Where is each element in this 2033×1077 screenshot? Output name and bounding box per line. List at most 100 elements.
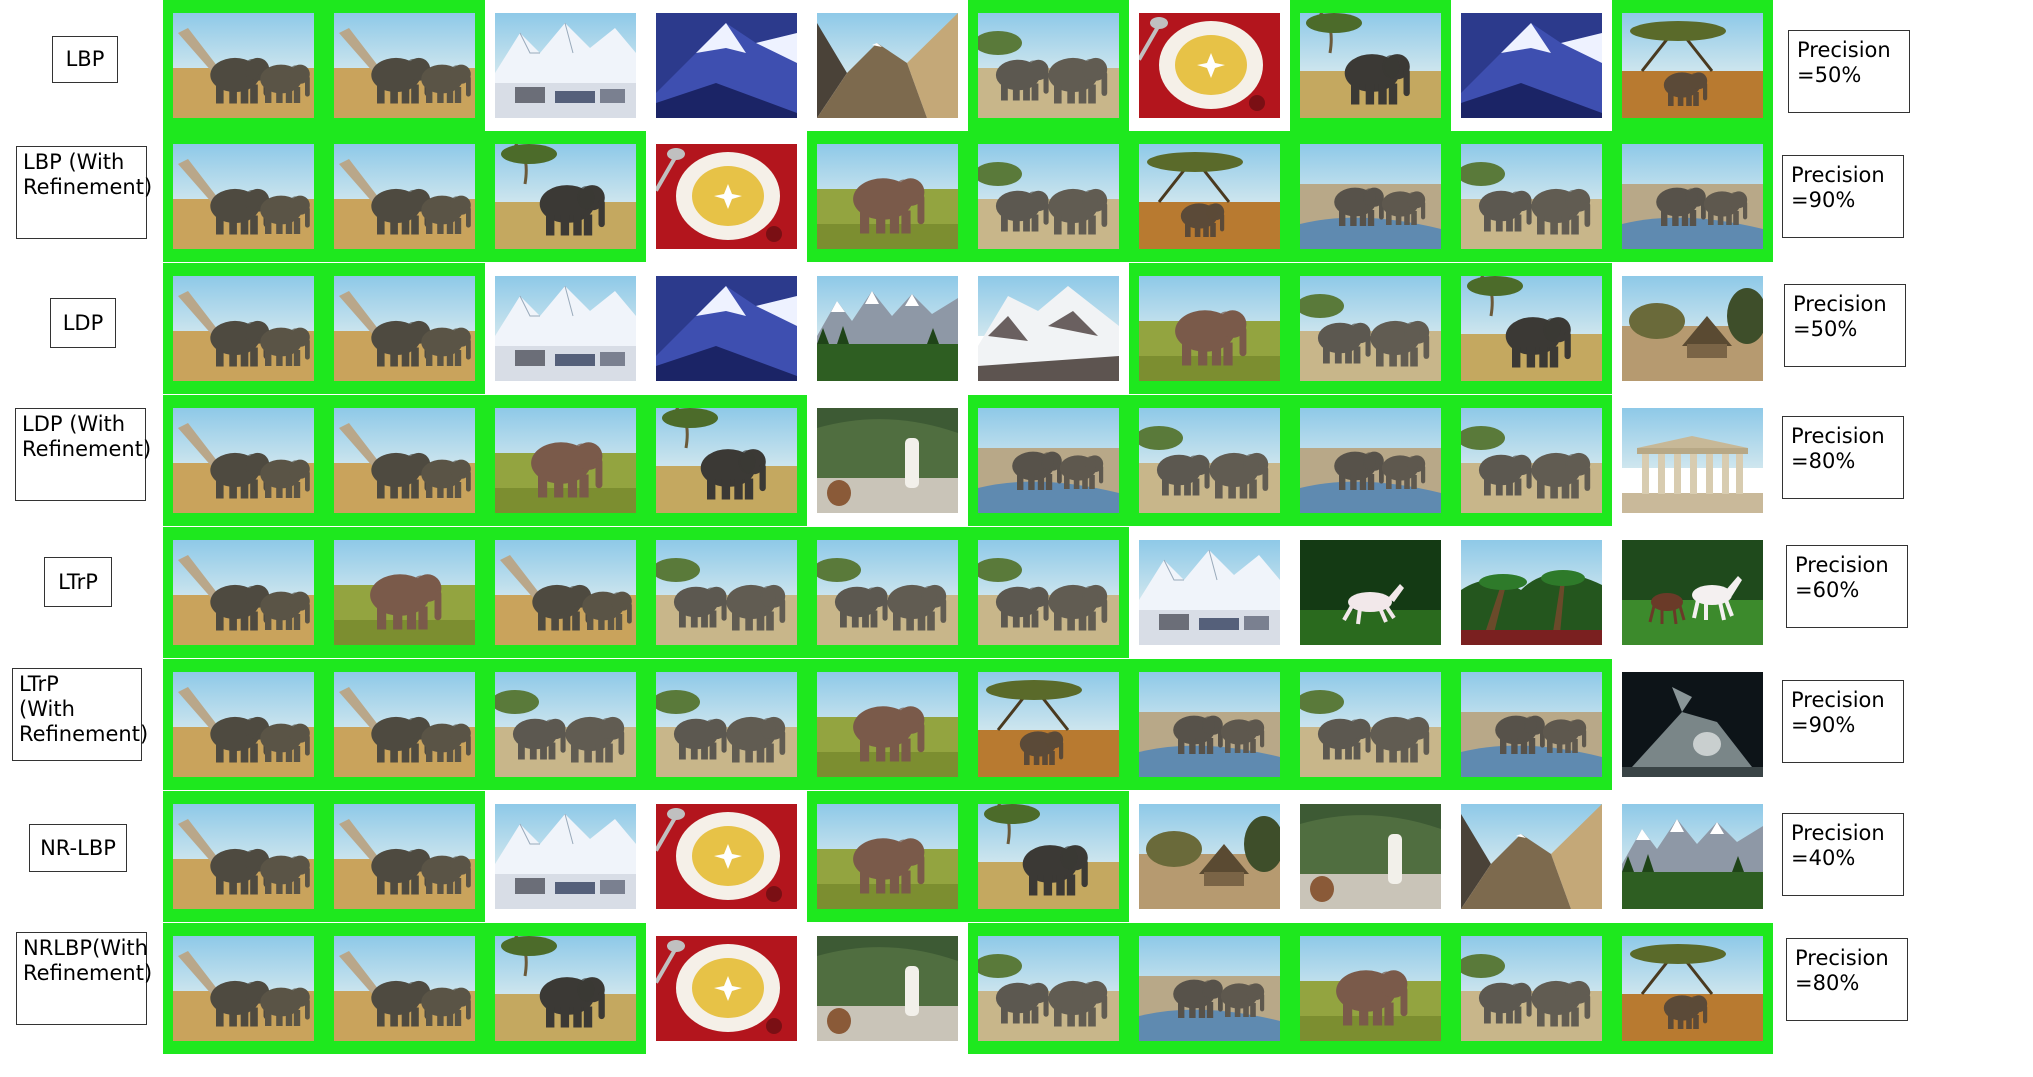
elephant-herd-thumbnail [978,540,1119,645]
relevant-result-cell [807,659,968,790]
irrelevant-result-cell [646,263,807,394]
precision-value: =90% [1791,188,1856,212]
mountain-gorge-thumbnail [1461,804,1602,909]
row-label-1: LBP (With Refinement) [16,146,152,239]
relevant-result-cell [807,527,968,658]
irrelevant-result-cell [968,263,1129,394]
relevant-result-cell [324,659,485,790]
relevant-result-cell [1129,395,1290,526]
relevant-result-cell [646,527,807,658]
precision-label: Precision [1795,946,1889,970]
relevant-result-cell [485,395,646,526]
elephant-at-dry-tree-thumbnail [334,13,475,118]
relevant-result-cell [485,527,646,658]
mountain-snow-town-thumbnail [1139,540,1280,645]
irrelevant-result-cell [807,395,968,526]
relevant-result-cell [968,0,1129,131]
relevant-result-cell [1612,923,1773,1054]
precision-value: =90% [1791,713,1856,737]
precision-label: Precision [1791,163,1885,187]
elephant-water-thumbnail [1300,408,1441,513]
elephant-alone-thumbnail [978,804,1119,909]
elephant-savanna-front-thumbnail [334,540,475,645]
elephant-at-dry-tree-thumbnail [173,276,314,381]
irrelevant-result-cell [485,263,646,394]
relevant-result-cell [163,923,324,1054]
palms-thumbnail [1461,540,1602,645]
elephant-acacia-sunset-thumbnail [1622,13,1763,118]
relevant-result-cell [1451,131,1612,262]
elephant-alone-thumbnail [495,144,636,249]
elephant-alone-thumbnail [495,936,636,1041]
white-horse-thumbnail [1300,540,1441,645]
row-label-2: LDP [50,298,116,348]
elephant-herd-thumbnail [978,144,1119,249]
irrelevant-result-cell [807,0,968,131]
relevant-result-cell [163,395,324,526]
stone-statue-thumbnail [817,936,958,1041]
elephant-savanna-front-thumbnail [1300,936,1441,1041]
elephant-acacia-sunset-thumbnail [1622,936,1763,1041]
horses-pair-thumbnail [1622,540,1763,645]
relevant-result-cell [1129,263,1290,394]
irrelevant-result-cell [1129,527,1290,658]
elephant-alone-thumbnail [1461,276,1602,381]
elephant-herd-thumbnail [656,540,797,645]
elephant-savanna-front-thumbnail [495,408,636,513]
precision-label: Precision [1791,688,1885,712]
irrelevant-result-cell [1290,791,1451,922]
elephant-alone-thumbnail [656,408,797,513]
relevant-result-cell [1129,131,1290,262]
elephant-water-thumbnail [1139,936,1280,1041]
relevant-result-cell [968,791,1129,922]
relevant-result-cell [1290,131,1451,262]
relevant-result-cell [1129,659,1290,790]
mountain-snow-town-thumbnail [495,13,636,118]
precision-value: =60% [1795,578,1860,602]
elephant-acacia-sunset-thumbnail [1139,144,1280,249]
relevant-result-cell [968,659,1129,790]
precision-box-4: Precision =60% [1786,545,1908,628]
elephant-water-thumbnail [978,408,1119,513]
row-label-7: NRLBP(With Refinement) [16,932,152,1025]
elephant-water-thumbnail [1139,672,1280,777]
relevant-result-cell [163,659,324,790]
irrelevant-result-cell [807,263,968,394]
irrelevant-result-cell [1451,791,1612,922]
relevant-result-cell [968,395,1129,526]
mountain-forest-thumbnail [817,276,958,381]
elephant-at-dry-tree-thumbnail [173,13,314,118]
irrelevant-result-cell [485,0,646,131]
elephant-herd-thumbnail [1300,276,1441,381]
elephant-acacia-sunset-thumbnail [978,672,1119,777]
huts-thumbnail [1139,804,1280,909]
precision-label: Precision [1797,38,1891,62]
mountain-gorge-thumbnail [817,13,958,118]
elephant-water-thumbnail [1300,144,1441,249]
stone-statue-thumbnail [817,408,958,513]
mountain-forest-thumbnail [1622,804,1763,909]
precision-value: =80% [1795,971,1860,995]
elephant-at-dry-tree-thumbnail [334,936,475,1041]
elephant-herd-thumbnail [978,13,1119,118]
elephant-water-thumbnail [1622,144,1763,249]
relevant-result-cell [324,527,485,658]
elephant-water-thumbnail [1461,672,1602,777]
elephant-herd-thumbnail [1461,144,1602,249]
relevant-result-cell [1129,923,1290,1054]
relevant-result-cell [1290,923,1451,1054]
row-label-0: LBP [52,36,118,83]
relevant-result-cell [324,263,485,394]
elephant-at-dry-tree-thumbnail [173,540,314,645]
huts-thumbnail [1622,276,1763,381]
precision-box-6: Precision =40% [1782,813,1904,896]
relevant-result-cell [1451,923,1612,1054]
relevant-result-cell [163,791,324,922]
precision-label: Precision [1791,821,1885,845]
irrelevant-result-cell [1290,527,1451,658]
relevant-result-cell [324,0,485,131]
relevant-result-cell [163,131,324,262]
elephant-at-dry-tree-thumbnail [495,540,636,645]
elephant-herd-thumbnail [1300,672,1441,777]
elephant-at-dry-tree-thumbnail [334,804,475,909]
